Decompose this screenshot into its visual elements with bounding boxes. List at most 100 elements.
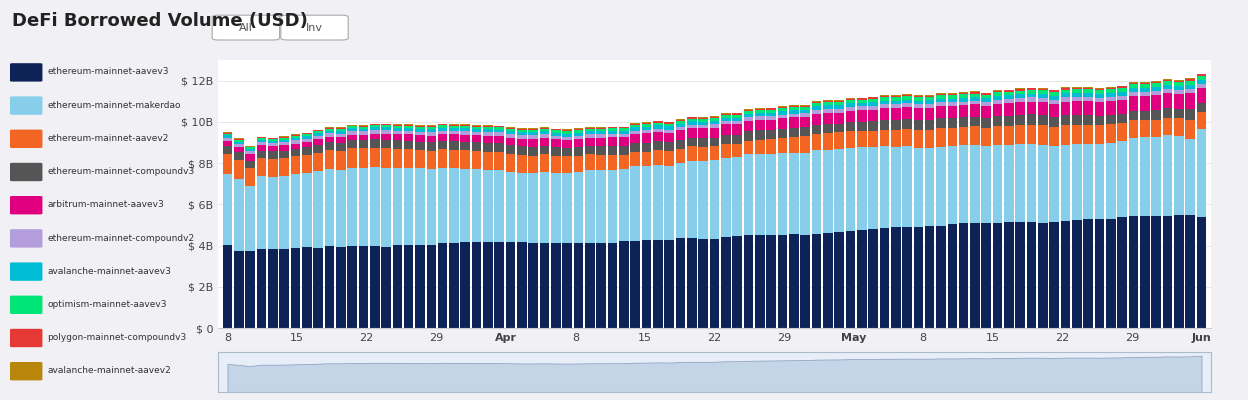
Bar (505, 134, 515, 138)
Bar (369, 148, 379, 167)
Bar (540, 154, 549, 172)
Bar (381, 168, 391, 246)
Bar (574, 129, 583, 130)
Bar (1174, 81, 1183, 82)
Bar (789, 114, 799, 118)
Bar (1186, 215, 1196, 328)
Bar (358, 135, 368, 140)
Bar (755, 140, 765, 154)
Bar (280, 150, 288, 158)
Bar (970, 92, 980, 94)
Bar (1061, 220, 1071, 328)
Bar (744, 114, 754, 118)
Bar (494, 127, 504, 130)
Bar (416, 125, 424, 126)
Bar (416, 245, 424, 328)
Bar (313, 145, 323, 152)
Bar (869, 110, 877, 121)
Bar (755, 120, 765, 130)
Bar (834, 105, 844, 108)
Bar (574, 136, 583, 139)
Bar (1186, 139, 1196, 215)
Bar (222, 245, 232, 328)
Bar (597, 134, 607, 138)
Bar (505, 242, 515, 328)
Text: polygon-mainnet-compoundv3: polygon-mainnet-compoundv3 (47, 333, 187, 342)
Bar (664, 142, 674, 151)
Bar (800, 110, 810, 113)
Bar (472, 242, 482, 328)
Bar (461, 126, 470, 128)
Bar (1128, 120, 1138, 138)
Bar (721, 144, 730, 158)
Bar (766, 140, 776, 154)
Bar (494, 170, 504, 242)
Bar (630, 128, 640, 130)
Bar (1117, 123, 1127, 141)
Bar (778, 138, 787, 153)
Bar (552, 173, 560, 243)
Bar (552, 130, 560, 133)
Bar (347, 126, 357, 128)
Bar (1094, 219, 1104, 328)
Bar (472, 126, 482, 127)
Bar (461, 125, 470, 126)
Bar (1106, 124, 1116, 143)
Bar (744, 235, 754, 328)
Bar (324, 169, 334, 246)
FancyBboxPatch shape (10, 362, 42, 380)
Bar (1141, 83, 1149, 84)
Bar (699, 128, 708, 138)
Bar (449, 125, 459, 126)
Bar (936, 226, 946, 328)
Bar (789, 105, 799, 106)
Bar (291, 174, 301, 248)
Bar (733, 144, 743, 157)
Bar (483, 125, 493, 126)
Bar (958, 223, 968, 328)
Bar (1141, 111, 1149, 120)
Bar (1163, 85, 1172, 89)
Bar (427, 126, 436, 127)
Bar (800, 117, 810, 128)
Bar (653, 122, 663, 125)
Bar (597, 128, 607, 129)
Bar (880, 95, 889, 96)
Bar (461, 150, 470, 169)
FancyBboxPatch shape (10, 63, 42, 82)
Bar (993, 90, 1002, 91)
Bar (891, 101, 901, 104)
Bar (641, 130, 651, 133)
Bar (1027, 144, 1036, 222)
Bar (958, 127, 968, 145)
Bar (1141, 96, 1149, 111)
Bar (936, 147, 946, 226)
Bar (257, 249, 266, 328)
Bar (1016, 144, 1025, 222)
Bar (597, 131, 607, 134)
Bar (970, 223, 980, 328)
Bar (302, 136, 312, 138)
Bar (427, 142, 436, 151)
Bar (1005, 95, 1013, 99)
Bar (608, 170, 618, 242)
Bar (721, 158, 730, 237)
Bar (233, 179, 243, 251)
Bar (528, 139, 538, 147)
Bar (958, 94, 968, 98)
Bar (811, 102, 821, 103)
Bar (608, 146, 618, 155)
Bar (1163, 80, 1172, 81)
Bar (811, 234, 821, 328)
Bar (1038, 88, 1048, 89)
Bar (1083, 219, 1093, 328)
Bar (1152, 87, 1161, 91)
Bar (936, 94, 946, 95)
Bar (222, 174, 232, 245)
Bar (958, 93, 968, 94)
Bar (381, 124, 391, 126)
Bar (505, 127, 515, 128)
Bar (393, 126, 402, 128)
Bar (630, 166, 640, 240)
Bar (585, 129, 595, 131)
